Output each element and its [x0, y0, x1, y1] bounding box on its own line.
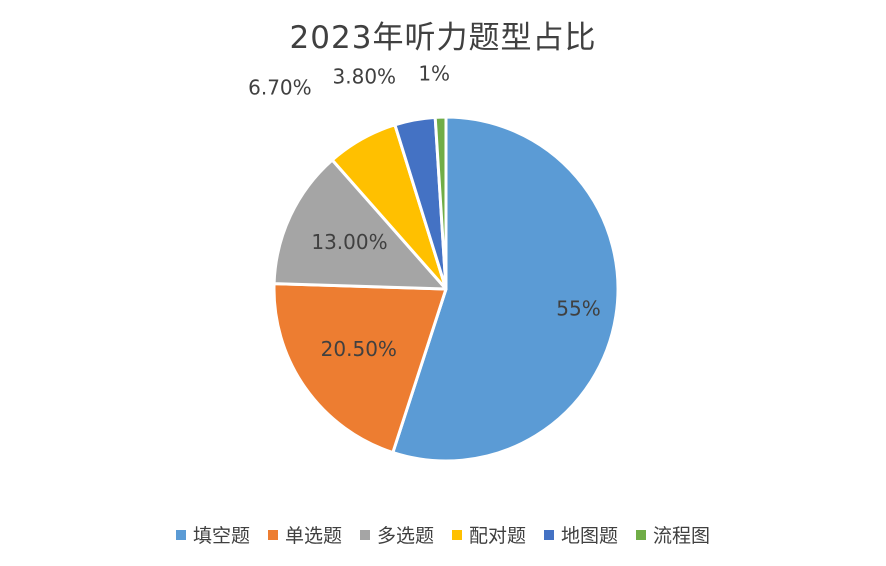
pie-data-labels: 55% 20.50% 13.00% 6.70% 3.80% 1%	[248, 62, 601, 361]
legend-label: 单选题	[284, 525, 342, 547]
legend-label: 填空题	[192, 525, 250, 547]
pie-slice-6	[433, 115, 448, 291]
data-label-1: 55%	[556, 297, 600, 321]
data-label-6: 1%	[418, 62, 450, 86]
pie-slices	[272, 115, 620, 463]
legend-item-5: 地图题	[544, 521, 618, 548]
pie-slice-3	[272, 158, 448, 291]
legend-label: 多选题	[376, 525, 434, 547]
pie-slice-2	[272, 282, 448, 455]
data-label-2: 20.50%	[321, 337, 397, 361]
pie-slice-1	[391, 115, 620, 463]
legend-label: 地图题	[561, 525, 619, 547]
chart-title: 2023年听力题型占比	[289, 20, 597, 56]
data-label-5: 3.80%	[333, 65, 397, 89]
legend-label: 配对题	[469, 525, 527, 547]
data-label-3: 13.00%	[311, 230, 387, 254]
legend-swatch	[544, 529, 555, 540]
legend-swatch	[636, 529, 647, 540]
legend-swatch	[452, 529, 462, 540]
legend-swatch	[175, 529, 186, 540]
data-label-4: 6.70%	[248, 75, 312, 99]
legend-item-3: 多选题	[359, 521, 434, 548]
legend-item-1: 填空题	[175, 521, 250, 548]
legend: 填空题 单选题 多选题 配对题 地图题 流程图	[0, 521, 886, 548]
legend-item-2: 单选题	[267, 521, 342, 548]
legend-swatch	[359, 529, 370, 540]
legend-label: 流程图	[653, 525, 711, 547]
legend-item-6: 流程图	[636, 521, 710, 548]
legend-swatch	[267, 529, 278, 540]
legend-item-4: 配对题	[452, 521, 526, 548]
